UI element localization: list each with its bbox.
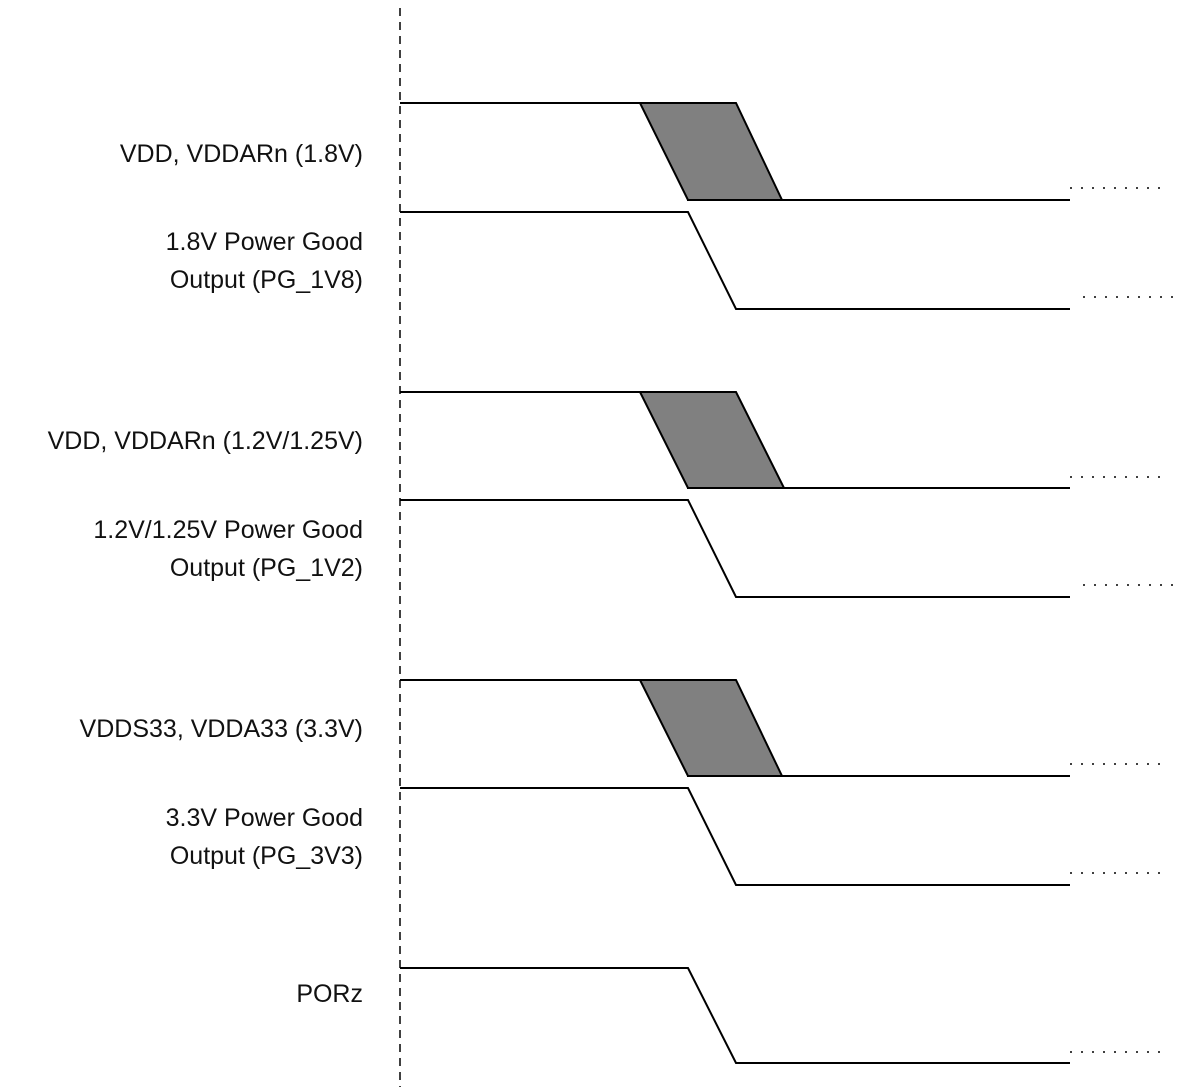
ramp-down-band-vdd-1v8 <box>638 102 784 201</box>
signal-porz: PORz <box>296 967 1171 1064</box>
signal-vdd-1v2: VDD, VDDARn (1.2V/1.25V) <box>48 391 1171 489</box>
signal-vdd-1v8: VDD, VDDARn (1.8V) <box>120 102 1171 201</box>
signal-label-vdd-1v8: VDD, VDDARn (1.8V) <box>120 140 363 168</box>
signal-label-pg-3v3-line2: Output (PG_3V3) <box>170 842 363 870</box>
signal-label-vdd-1v2: VDD, VDDARn (1.2V/1.25V) <box>48 427 363 455</box>
signal-label-vdd-3v3: VDDS33, VDDA33 (3.3V) <box>80 715 363 743</box>
signal-label-pg-1v2-line1: 1.2V/1.25V Power Good <box>93 516 363 544</box>
signal-pg-3v3: 3.3V Power Good Output (PG_3V3) <box>166 787 1171 886</box>
signal-label-porz: PORz <box>296 980 363 1008</box>
signal-pg-1v2: 1.2V/1.25V Power Good Output (PG_1V2) <box>93 499 1181 598</box>
signal-vdd-3v3: VDDS33, VDDA33 (3.3V) <box>80 679 1171 777</box>
waveform-pg-1v8 <box>400 211 1070 310</box>
ramp-down-band-vdd-1v2 <box>638 391 786 489</box>
waveform-porz <box>400 967 1070 1064</box>
signal-label-pg-1v2-line2: Output (PG_1V2) <box>170 554 363 582</box>
waveform-pg-1v2 <box>400 499 1070 598</box>
signal-label-pg-1v8-line1: 1.8V Power Good <box>166 228 363 256</box>
signal-pg-1v8: 1.8V Power Good Output (PG_1V8) <box>166 211 1181 310</box>
ramp-down-band-vdd-3v3 <box>638 679 784 777</box>
waveform-pg-3v3 <box>400 787 1070 886</box>
signal-label-pg-1v8-line2: Output (PG_1V8) <box>170 266 363 294</box>
signal-label-pg-3v3-line1: 3.3V Power Good <box>166 804 363 832</box>
